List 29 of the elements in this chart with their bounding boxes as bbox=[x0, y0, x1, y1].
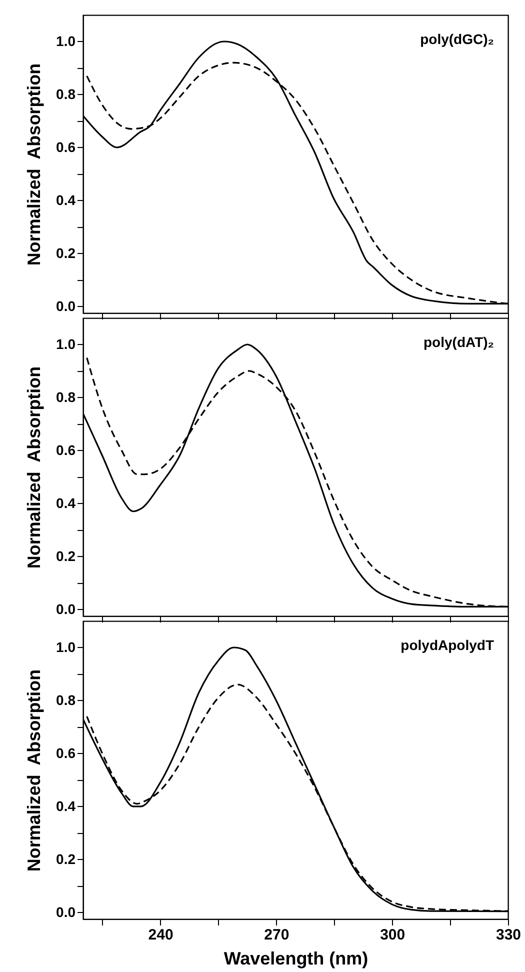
y-tick-label: 0.2 bbox=[56, 244, 76, 261]
y-tick-label: 0.2 bbox=[56, 548, 76, 564]
x-tick-label: 300 bbox=[380, 926, 406, 944]
y-tick-label: 0.4 bbox=[56, 494, 76, 511]
y-axis-title: Normalized Absorption bbox=[24, 366, 44, 569]
y-tick-label: 0.8 bbox=[56, 692, 76, 708]
y-tick-label: 0.0 bbox=[56, 600, 76, 617]
y-tick-label: 0.8 bbox=[56, 86, 76, 102]
y-tick-label: 0.4 bbox=[56, 192, 76, 208]
y-axis-title: Normalized Absorption bbox=[24, 669, 44, 872]
y-tick-label: 1.0 bbox=[56, 32, 76, 49]
y-tick-label: 1.0 bbox=[56, 638, 76, 655]
x-tick-label: 240 bbox=[148, 926, 174, 944]
y-tick-label: 0.0 bbox=[56, 904, 76, 920]
y-tick-label: 0.6 bbox=[56, 442, 76, 458]
y-tick-label: 0.2 bbox=[56, 850, 76, 867]
y-axis-title: Normalized Absorption bbox=[24, 63, 44, 266]
x-tick-label: 330 bbox=[496, 926, 522, 944]
annotation: polydApolydT bbox=[400, 637, 494, 653]
y-tick-label: 0.6 bbox=[56, 138, 76, 155]
y-tick-label: 0.8 bbox=[56, 388, 76, 405]
y-tick-label: 0.0 bbox=[56, 298, 76, 314]
y-tick-label: 0.6 bbox=[56, 744, 76, 761]
y-tick-label: 1.0 bbox=[56, 336, 76, 352]
annotation: poly(dAT)₂ bbox=[424, 334, 494, 350]
x-tick-label: 270 bbox=[264, 926, 290, 944]
x-axis-title: Wavelength (nm) bbox=[224, 948, 368, 968]
annotation: poly(dGC)₂ bbox=[420, 31, 494, 47]
y-tick-label: 0.4 bbox=[56, 798, 76, 814]
